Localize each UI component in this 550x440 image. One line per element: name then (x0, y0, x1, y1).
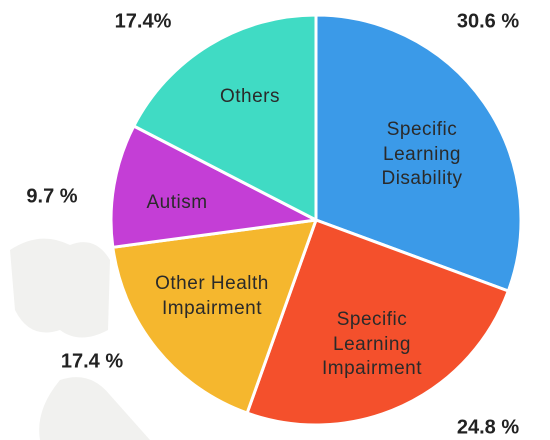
value-label: 24.8 % (457, 416, 519, 438)
slice-label: Specific Learning Disability (381, 118, 463, 190)
slice-label-box: Others (219, 85, 281, 107)
slice-label-box: Specific Learning Disability (381, 118, 463, 190)
value-label: 17.4% (115, 10, 172, 32)
background-map (10, 238, 150, 440)
slice-label-box: Specific Learning Impairment (321, 308, 423, 380)
pie-slice (314, 13, 523, 293)
slice-label: Other Health Impairment (155, 273, 269, 319)
slice-label: Specific Learning Impairment (321, 308, 423, 380)
pie-slice (132, 13, 318, 222)
value-label: 17.4 % (61, 350, 123, 372)
value-label: 9.7 % (26, 185, 77, 207)
pie-slice (245, 218, 510, 427)
slice-label-box: Autism (146, 191, 208, 213)
slice-label: Autism (146, 191, 208, 213)
slice-label: Others (219, 85, 281, 107)
pie-slice (111, 218, 318, 415)
slice-label-box: Other Health Impairment (155, 273, 269, 319)
value-label: 30.6 % (457, 10, 519, 32)
pie-slice (109, 124, 318, 249)
